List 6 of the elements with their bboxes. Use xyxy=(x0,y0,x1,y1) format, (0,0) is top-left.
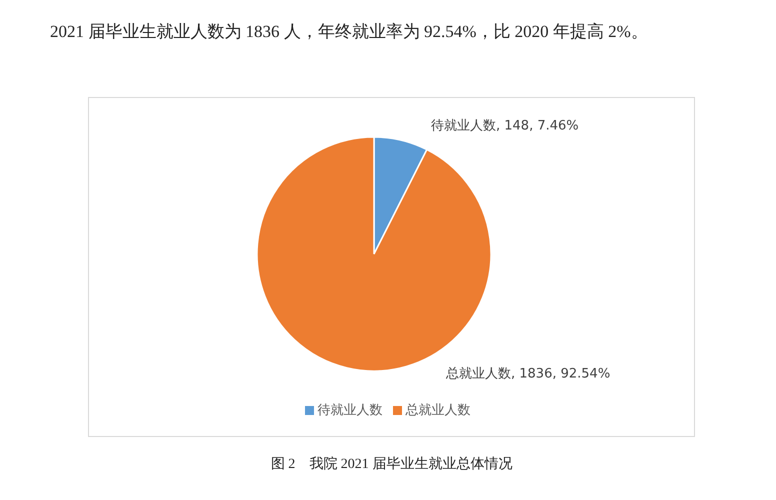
legend-label: 总就业人数 xyxy=(406,403,470,418)
caption: 图 2 我院 2021 届毕业生就业总体情况 xyxy=(270,456,514,473)
category-label: 待就业人数, 148, 7.46% xyxy=(431,118,579,134)
category-label: 总就业人数, 1836, 92.54% xyxy=(446,366,610,382)
legend-label: 待就业人数 xyxy=(318,403,382,418)
text: 2021 届毕业生就业人数为 1836 人，年终就业率为 92.54%，比 2020 年提高 2%。 xyxy=(49,21,649,43)
